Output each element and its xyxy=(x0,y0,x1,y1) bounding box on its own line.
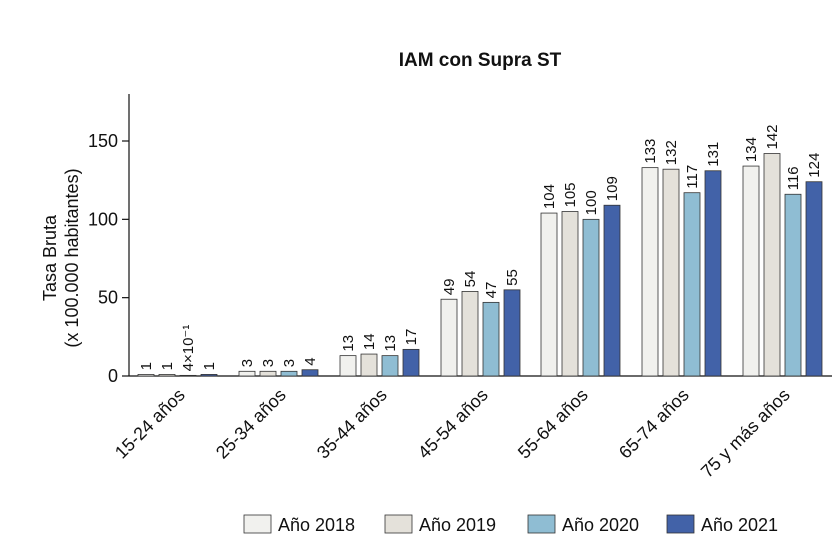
x-tick-label: 25-34 años xyxy=(212,385,290,463)
x-tick-labels: 15-24 años 25-34 años 35-44 años 45-54 años… xyxy=(111,385,794,482)
bar-2-4 xyxy=(461,290,479,377)
data-label: 134 xyxy=(743,137,760,162)
bar-1-1 xyxy=(137,374,155,377)
bar-1-4 xyxy=(440,298,458,377)
bar-2-5 xyxy=(561,211,579,377)
x-tick-label: 35-44 años xyxy=(313,385,391,463)
legend-label: Año 2018 xyxy=(278,515,355,535)
legend-label: Año 2019 xyxy=(419,515,496,535)
bar-3-2 xyxy=(280,370,298,377)
legend-label: Año 2020 xyxy=(562,515,639,535)
data-label: 109 xyxy=(604,176,621,201)
bar-2-6 xyxy=(662,168,680,377)
x-tick-label: 55-64 años xyxy=(514,385,592,463)
bar-4-7 xyxy=(805,181,823,377)
y-axis-label-line1: Tasa Bruta xyxy=(40,214,60,301)
bar-3-1 xyxy=(179,374,197,377)
legend: Año 2018 Año 2019 Año 2020 Año 2021 xyxy=(243,514,778,535)
data-label: 132 xyxy=(663,140,680,165)
y-tick-label: 50 xyxy=(98,288,118,308)
bar-1-5 xyxy=(540,212,558,377)
data-label: 13 xyxy=(340,335,357,352)
bar-3-6 xyxy=(683,192,701,377)
data-label: 117 xyxy=(684,165,701,189)
bar-2-2 xyxy=(259,370,277,377)
data-label: 49 xyxy=(441,279,458,296)
data-label: 3 xyxy=(260,359,277,367)
bar-2-3 xyxy=(360,353,378,377)
y-tick-label: 0 xyxy=(108,366,118,386)
legend-swatch xyxy=(666,514,695,534)
y-ticks: 0 50 100 150 xyxy=(88,131,129,386)
bar-4-6 xyxy=(704,170,722,377)
bar-3-7 xyxy=(784,193,802,377)
data-label: 14 xyxy=(361,333,378,350)
chart-title: IAM con Supra ST xyxy=(399,50,562,71)
bar-3-5 xyxy=(582,218,600,377)
data-label: 124 xyxy=(806,153,823,178)
data-label: 3 xyxy=(239,359,256,367)
bar-2-1 xyxy=(158,374,176,377)
data-label: 131 xyxy=(705,142,722,167)
legend-swatch xyxy=(527,514,556,534)
data-label: 1 xyxy=(201,362,218,370)
legend-label: Año 2021 xyxy=(701,515,778,535)
y-tick-label: 150 xyxy=(88,131,118,151)
data-label: 3 xyxy=(281,359,298,367)
data-label: 13 xyxy=(382,335,399,352)
data-label: 55 xyxy=(504,269,521,286)
bar-1-6 xyxy=(641,167,659,377)
y-tick-label: 100 xyxy=(88,209,118,229)
bar-4-3 xyxy=(402,348,420,377)
bar-4-5 xyxy=(603,204,621,377)
bar-4-2 xyxy=(301,369,319,377)
data-label: 116 xyxy=(785,166,802,190)
x-tick-label: 45-54 años xyxy=(414,385,492,463)
bars xyxy=(137,153,823,377)
bar-1-2 xyxy=(238,370,256,377)
y-axis-label-line2: (x 100.000 habitantes) xyxy=(62,168,82,347)
data-label: 100 xyxy=(583,190,600,215)
bar-1-7 xyxy=(742,165,760,377)
data-label: 54 xyxy=(462,271,479,288)
data-label: 104 xyxy=(541,184,558,209)
data-label: 4 xyxy=(302,357,319,365)
x-tick-label: 75 y más años xyxy=(697,385,794,482)
x-tick-label: 15-24 años xyxy=(111,385,189,463)
data-label: 142 xyxy=(764,125,781,150)
data-label: 1 xyxy=(138,362,155,370)
bar-1-3 xyxy=(339,355,357,377)
data-label: 17 xyxy=(403,329,420,346)
legend-swatch xyxy=(384,514,413,534)
bar-3-4 xyxy=(482,301,500,377)
data-label: 1 xyxy=(159,362,176,370)
data-label: 105 xyxy=(562,182,579,207)
bar-4-1 xyxy=(200,374,218,377)
data-label: 133 xyxy=(642,139,659,164)
bar-4-4 xyxy=(503,289,521,377)
legend-swatch xyxy=(243,514,272,534)
data-label: 4×10⁻¹ xyxy=(180,325,197,372)
bar-3-3 xyxy=(381,355,399,377)
data-label: 47 xyxy=(483,282,500,299)
x-tick-label: 65-74 años xyxy=(615,385,693,463)
bar-2-7 xyxy=(763,153,781,377)
